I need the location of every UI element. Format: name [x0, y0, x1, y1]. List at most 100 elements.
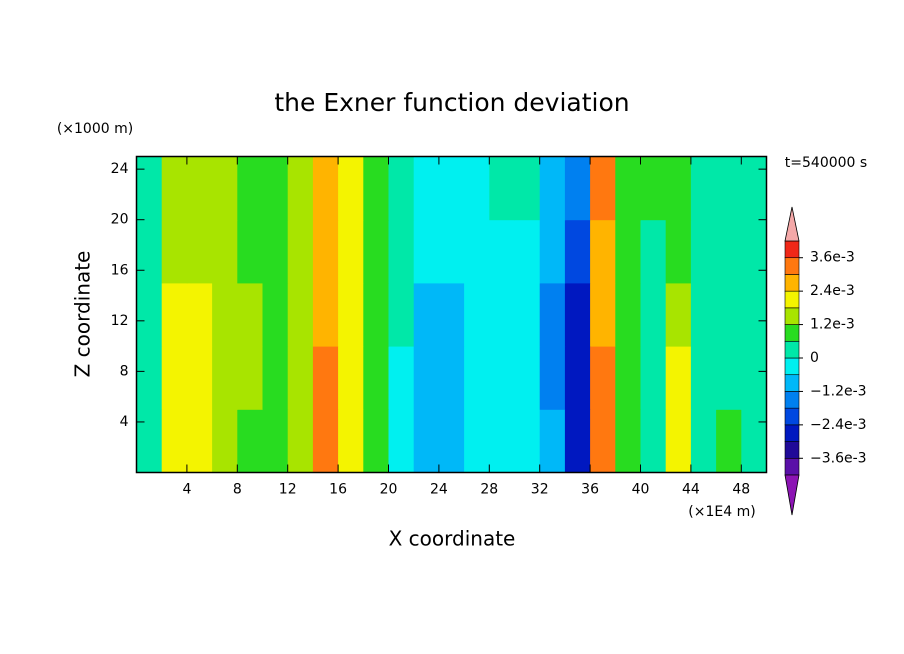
colorbar-box: [784, 240, 800, 259]
contour-cell: [312, 346, 339, 410]
contour-cell: [716, 282, 742, 347]
contour-cell: [338, 409, 364, 473]
contour-cell: [312, 156, 339, 221]
contour-cell: [716, 409, 742, 473]
colorbar-box: [784, 441, 800, 459]
contour-cell: [590, 409, 616, 473]
colorbar-tick-label: 1.2e-3: [810, 317, 855, 333]
chart-title: the Exner function deviation: [274, 88, 629, 117]
x-tick-label: 48: [732, 482, 750, 498]
contour-cell: [615, 409, 641, 473]
contour-cell: [665, 156, 692, 221]
contour-cell: [690, 156, 717, 221]
contour-cell: [514, 156, 541, 221]
contour-cell: [262, 219, 289, 284]
contour-cell: [514, 409, 541, 473]
contour-cell: [741, 156, 767, 221]
colorbar-box: [784, 340, 800, 359]
contour-cell: [438, 156, 465, 221]
contour-cell: [741, 282, 767, 347]
contour-cell: [640, 156, 667, 221]
x-tick-label: 8: [233, 482, 242, 498]
contour-cell: [363, 219, 389, 284]
x-tick-label: 24: [430, 482, 448, 498]
contour-cell: [413, 346, 440, 410]
contour-cell: [690, 219, 717, 284]
contour-cell: [464, 156, 490, 221]
contour-cell: [438, 219, 465, 284]
contour-cell: [489, 219, 515, 284]
colorbar-box: [784, 324, 800, 342]
contour-cell: [287, 156, 314, 221]
y-tick-label: 8: [120, 363, 129, 379]
x-tick-label: 20: [380, 482, 398, 498]
x-unit: (×1E4 m): [688, 504, 755, 520]
contour-cell: [186, 156, 213, 221]
contour-cell: [539, 346, 566, 410]
y-tick-label: 24: [111, 161, 129, 177]
colorbar-box: [784, 457, 800, 476]
colorbar-box: [784, 307, 800, 325]
contour-cell: [237, 409, 263, 473]
contour-cell: [564, 156, 591, 221]
contour-cell: [665, 282, 692, 347]
x-tick-label: 16: [329, 482, 347, 498]
contour-cell: [262, 346, 289, 410]
contour-cell: [413, 219, 440, 284]
contour-cell: [388, 409, 415, 473]
contour-cell: [716, 156, 742, 221]
y-tick-label: 20: [111, 212, 129, 228]
contour-cell: [438, 346, 465, 410]
contour-cell: [161, 282, 188, 347]
contour-cell: [312, 409, 339, 473]
contour-cell: [741, 219, 767, 284]
x-tick-label: 28: [480, 482, 498, 498]
contour-cell: [640, 409, 667, 473]
contour-cell: [489, 282, 515, 347]
colorbar-tick-label: 0: [810, 350, 819, 366]
contour-cell: [388, 346, 415, 410]
contour-cell: [161, 219, 188, 284]
contour-cell: [338, 219, 364, 284]
contour-cell: [640, 346, 667, 410]
y-tick-label: 12: [111, 313, 129, 329]
contour-cell: [237, 156, 263, 221]
contour-cell: [665, 346, 692, 410]
contour-cell: [438, 409, 465, 473]
contour-cell: [212, 346, 238, 410]
contour-cell: [564, 219, 591, 284]
y-axis-label: Z coordinate: [71, 251, 95, 378]
axes: 4 8 12 16 20 24 28 32 36 40 44 484812162024−3.6e-3−…: [111, 155, 867, 516]
contour-cell: [564, 409, 591, 473]
contour-cell: [489, 409, 515, 473]
colorbar-tick-label: −3.6e-3: [810, 450, 867, 466]
contour-cell: [136, 219, 163, 284]
y-tick-label: 16: [111, 262, 129, 278]
colorbar-box: [784, 274, 800, 292]
contour-cell: [161, 409, 188, 473]
contour-cell: [262, 156, 289, 221]
colorbar-box: [784, 257, 800, 275]
contour-cell: [237, 219, 263, 284]
contour-cell: [161, 346, 188, 410]
x-tick-label: 44: [682, 482, 700, 498]
contour-cell: [539, 156, 566, 221]
colorbar-box: [784, 424, 800, 442]
contour-cell: [388, 219, 415, 284]
contour-cell: [338, 156, 364, 221]
contour-cell: [514, 282, 541, 347]
contour-cell: [615, 156, 641, 221]
colorbar-box: [784, 357, 800, 376]
contour-cell: [312, 282, 339, 347]
contour-cell: [262, 409, 289, 473]
contour-cell: [539, 409, 566, 473]
contour-cell: [136, 409, 163, 473]
contour-cell: [564, 282, 591, 347]
contour-cell: [413, 282, 440, 347]
contour-cell: [186, 409, 213, 473]
contour-cell: [237, 282, 263, 347]
contour-cell: [363, 156, 389, 221]
contour-cell: [514, 219, 541, 284]
plot-frame: [135, 155, 768, 474]
contour-cell: [564, 346, 591, 410]
